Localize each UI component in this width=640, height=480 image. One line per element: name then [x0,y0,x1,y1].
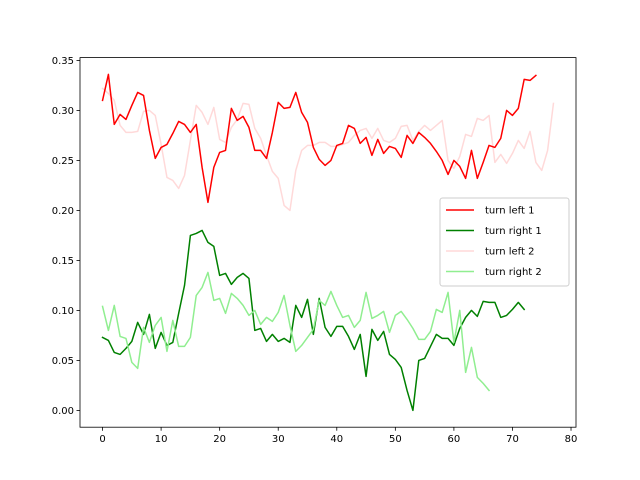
legend-box [439,197,570,287]
y-tick-label: 0.10 [52,306,74,317]
x-tick-label: 50 [389,434,402,445]
y-tick-label: 0.20 [52,206,74,217]
plot-lines [101,73,555,412]
y-tick-label: 0.15 [52,256,74,267]
x-tick-label: 60 [448,434,461,445]
y-axis: 0.00 0.05 0.10 0.15 0.20 0.25 0.30 0.35 [52,56,80,417]
legend: turn left 1 turn right 1 turn left 2 turn r… [439,197,570,287]
x-tick-label: 10 [155,434,168,445]
legend-label-turn-left-2: turn left 2 [485,247,534,258]
x-tick-label: 20 [213,434,226,445]
y-tick-label: 0.35 [52,56,74,67]
series-line-turn-right-2 [101,271,491,392]
x-tick-label: 80 [565,434,578,445]
x-tick-label: 40 [330,434,343,445]
x-axis: 0 10 20 30 40 50 60 70 80 [99,427,577,445]
x-tick-label: 0 [99,434,105,445]
x-tick-label: 30 [272,434,285,445]
y-tick-label: 0.25 [52,156,74,167]
legend-label-turn-left-1: turn left 1 [485,206,534,217]
y-tick-label: 0.05 [52,356,74,367]
x-tick-label: 70 [506,434,519,445]
series-line-turn-left-1 [101,73,537,204]
plot-frame [79,57,577,428]
legend-label-turn-right-1: turn right 1 [485,226,542,237]
series-line-turn-left-2 [101,87,555,212]
series-line-turn-right-1 [101,229,526,412]
legend-label-turn-right-2: turn right 2 [485,267,542,278]
y-tick-label: 0.00 [52,406,74,417]
y-tick-label: 0.30 [52,106,74,117]
